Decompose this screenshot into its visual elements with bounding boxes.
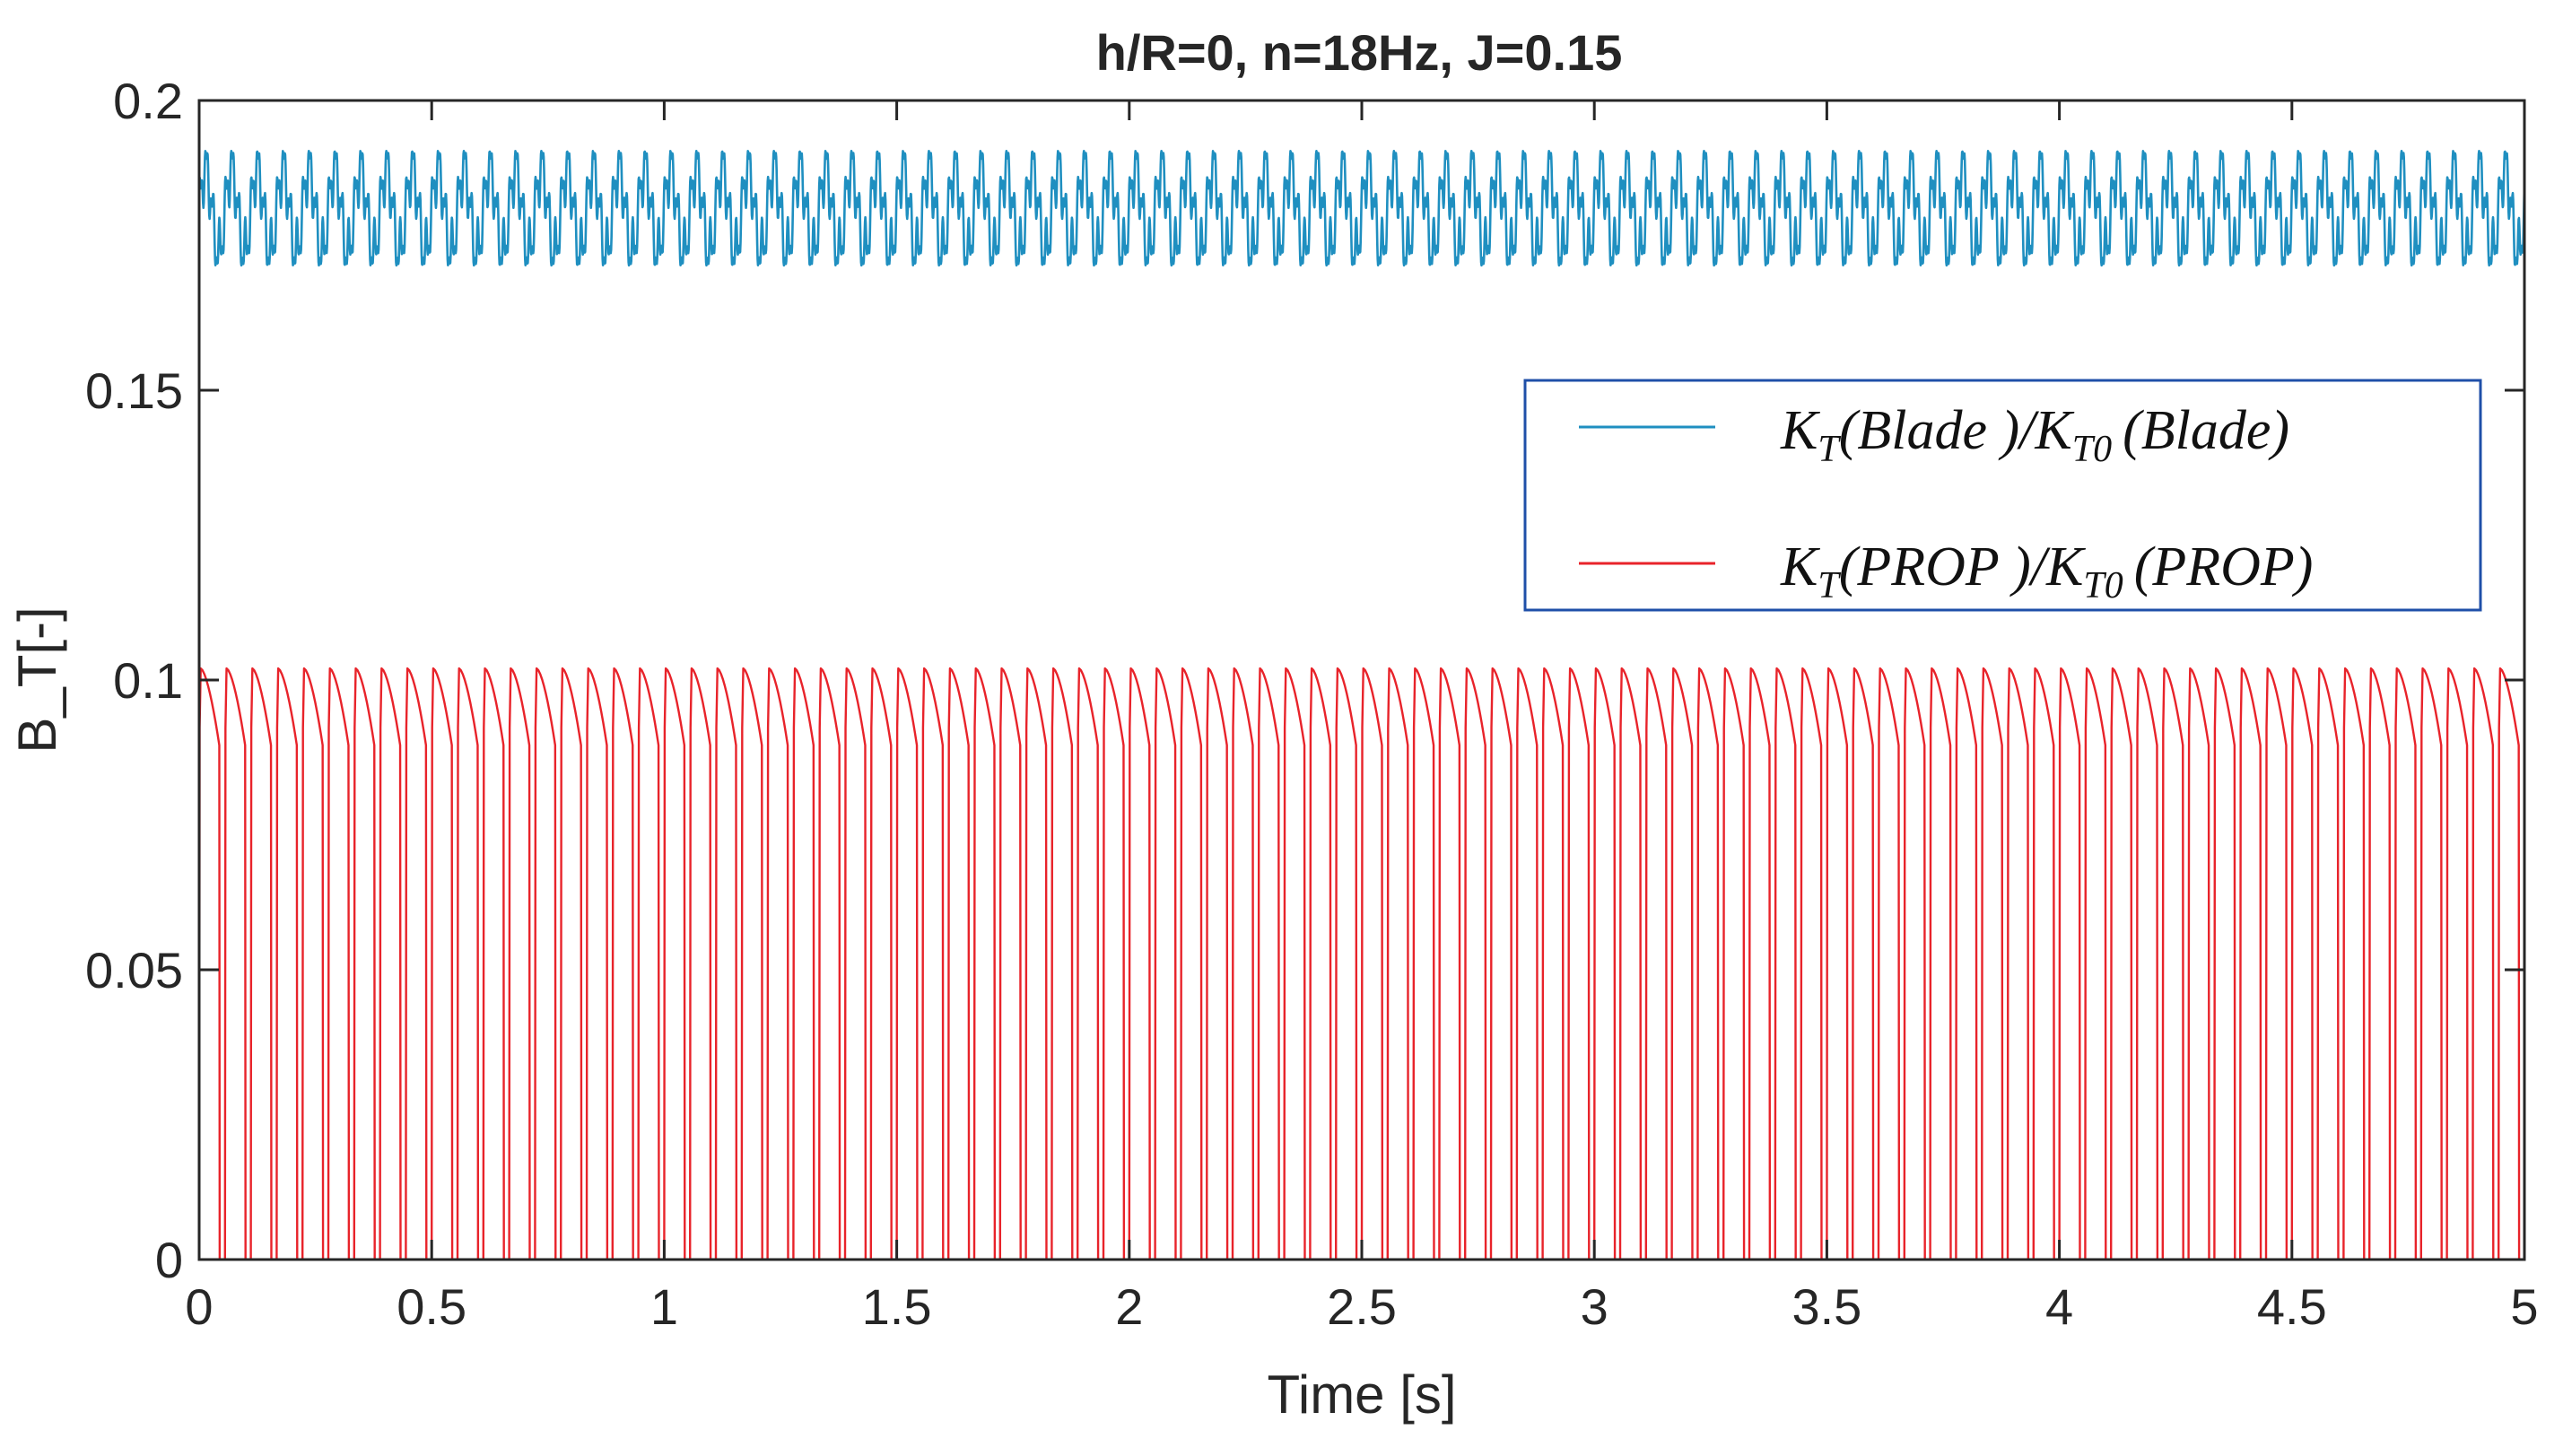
- x-tick-label: 2: [1115, 1278, 1143, 1335]
- x-tick-label: 4.5: [2257, 1278, 2327, 1335]
- x-tick-label: 3.5: [1791, 1278, 1861, 1335]
- legend-blade-num-arg: (Blade ): [1839, 400, 2019, 461]
- y-tick-label: 0: [155, 1232, 183, 1288]
- legend-blade-num-main: K: [1780, 400, 1821, 461]
- legend-blade-den-sub: T0: [2072, 429, 2112, 470]
- x-tick-label: 1.5: [862, 1278, 932, 1335]
- y-tick-label: 0.15: [85, 362, 183, 419]
- y-axis-ticks: 0 0.05 0.1 0.15 0.2: [85, 73, 2524, 1288]
- legend-blade-den-arg: (Blade): [2123, 400, 2289, 461]
- legend-box: [1523, 379, 2482, 612]
- legend: KT(Blade )/KT0 (Blade) KT(PROP )/KT0 (PROP…: [1523, 379, 2482, 612]
- x-tick-label: 4: [2045, 1278, 2073, 1335]
- y-tick-label: 0.2: [113, 73, 183, 129]
- y-tick-label: 0.1: [113, 652, 183, 709]
- legend-blade-num-sub: T: [1818, 429, 1841, 470]
- legend-prop-den-sub: T0: [2083, 565, 2123, 606]
- y-tick-label: 0.05: [85, 942, 183, 998]
- y-axis-label: B_T[-]: [7, 606, 67, 753]
- series-line-blade: [197, 149, 2526, 267]
- legend-blade-den-main: K: [2034, 400, 2075, 461]
- x-axis-ticks: 0 0.5 1 1.5 2 2.5 3 3.5 4 4.5 5: [185, 100, 2539, 1335]
- x-axis-label: Time [s]: [1267, 1364, 1456, 1425]
- legend-prop-den-main: K: [2045, 536, 2087, 597]
- legend-prop-num-arg: (PROP ): [1839, 536, 2031, 597]
- legend-prop-num-main: K: [1780, 536, 1821, 597]
- x-tick-label: 2.5: [1327, 1278, 1397, 1335]
- legend-label-blade: KT(Blade )/KT0 (Blade): [1780, 400, 2289, 470]
- legend-prop-den-arg: (PROP): [2134, 536, 2314, 597]
- legend-label-prop: KT(PROP )/KT0 (PROP): [1780, 536, 2313, 606]
- legend-prop-num-sub: T: [1818, 565, 1841, 606]
- x-tick-label: 1: [650, 1278, 678, 1335]
- x-tick-label: 3: [1581, 1278, 1608, 1335]
- x-tick-label: 5: [2510, 1278, 2538, 1335]
- x-tick-label: 0: [185, 1278, 213, 1335]
- chart-title: h/R=0, n=18Hz, J=0.15: [1096, 24, 1623, 81]
- x-tick-label: 0.5: [397, 1278, 466, 1335]
